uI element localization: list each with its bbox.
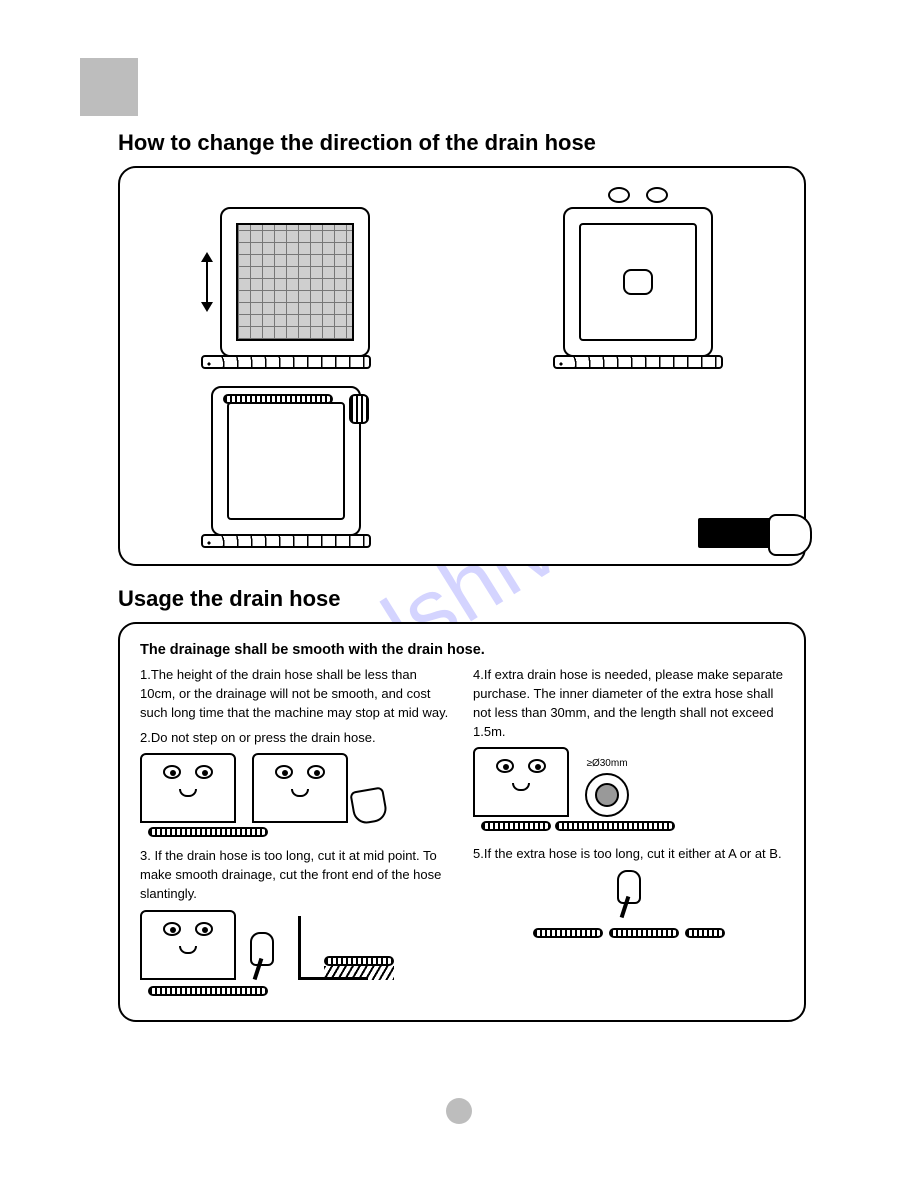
fig-step5-row — [473, 870, 784, 918]
washer-icon — [473, 747, 569, 817]
base-strip — [201, 534, 371, 548]
page-number-dot — [446, 1098, 472, 1124]
panel-usage: The drainage shall be smooth with the dr… — [118, 622, 806, 1022]
fig-hose-clip — [492, 186, 784, 369]
fig-step4-row: ≥Ø30mm — [473, 747, 784, 817]
washer-icon — [140, 753, 236, 823]
hose-icon — [481, 821, 551, 831]
usage-step-4: 4.If extra drain hose is needed, please … — [473, 666, 784, 741]
usage-step-2: 2.Do not step on or press the drain hose… — [140, 729, 451, 748]
fig-hose-routed — [140, 385, 432, 548]
usage-step-1: 1.The height of the drain hose shall be … — [140, 666, 451, 723]
hose-icon — [223, 394, 333, 404]
wall-icon — [298, 916, 322, 980]
hose-icon — [148, 986, 268, 996]
fig-bottom-grid — [140, 186, 432, 369]
usage-step-5: 5.If the extra hose is too long, cut it … — [473, 845, 784, 864]
hose-icon — [324, 956, 394, 966]
cutting-hand-icon — [242, 932, 282, 980]
base-strip — [553, 355, 723, 369]
arrow-vertical-icon — [202, 252, 212, 312]
hose-icon — [148, 827, 268, 837]
hose-icon — [609, 928, 679, 938]
panel-change-direction — [118, 166, 806, 566]
washer-icon — [140, 910, 236, 980]
section2-title: Usage the drain hose — [118, 586, 806, 612]
pointing-hand-icon — [698, 518, 784, 548]
page-content: How to change the direction of the drain… — [118, 130, 806, 1022]
usage-left-column: 1.The height of the drain hose shall be … — [140, 666, 451, 996]
fig-pointing-hand — [492, 385, 784, 548]
fig-step3-row — [140, 910, 451, 980]
diameter-label: ≥Ø30mm — [586, 757, 627, 772]
usage-step-3: 3. If the drain hose is too long, cut it… — [140, 847, 451, 904]
eye-icon — [608, 187, 630, 203]
hose-icon — [349, 394, 369, 424]
machine-bottom-hose — [211, 386, 361, 536]
hose-diameter-icon — [585, 773, 629, 817]
hose-icon — [685, 928, 725, 938]
fist-icon — [623, 269, 653, 295]
foot-icon — [349, 787, 388, 826]
section1-title: How to change the direction of the drain… — [118, 130, 806, 156]
cutting-hand-icon — [609, 870, 649, 918]
hose-icon — [533, 928, 603, 938]
washer-icon — [252, 753, 348, 823]
base-strip — [201, 355, 371, 369]
page-marker-square — [80, 58, 138, 116]
usage-right-column: 4.If extra drain hose is needed, please … — [473, 666, 784, 996]
hose-icon — [555, 821, 675, 831]
machine-bottom-open — [563, 207, 713, 357]
machine-bottom-view — [220, 207, 370, 357]
fig-step2-row — [140, 753, 451, 823]
eye-icon — [646, 187, 668, 203]
usage-subheading: The drainage shall be smooth with the dr… — [140, 642, 784, 658]
